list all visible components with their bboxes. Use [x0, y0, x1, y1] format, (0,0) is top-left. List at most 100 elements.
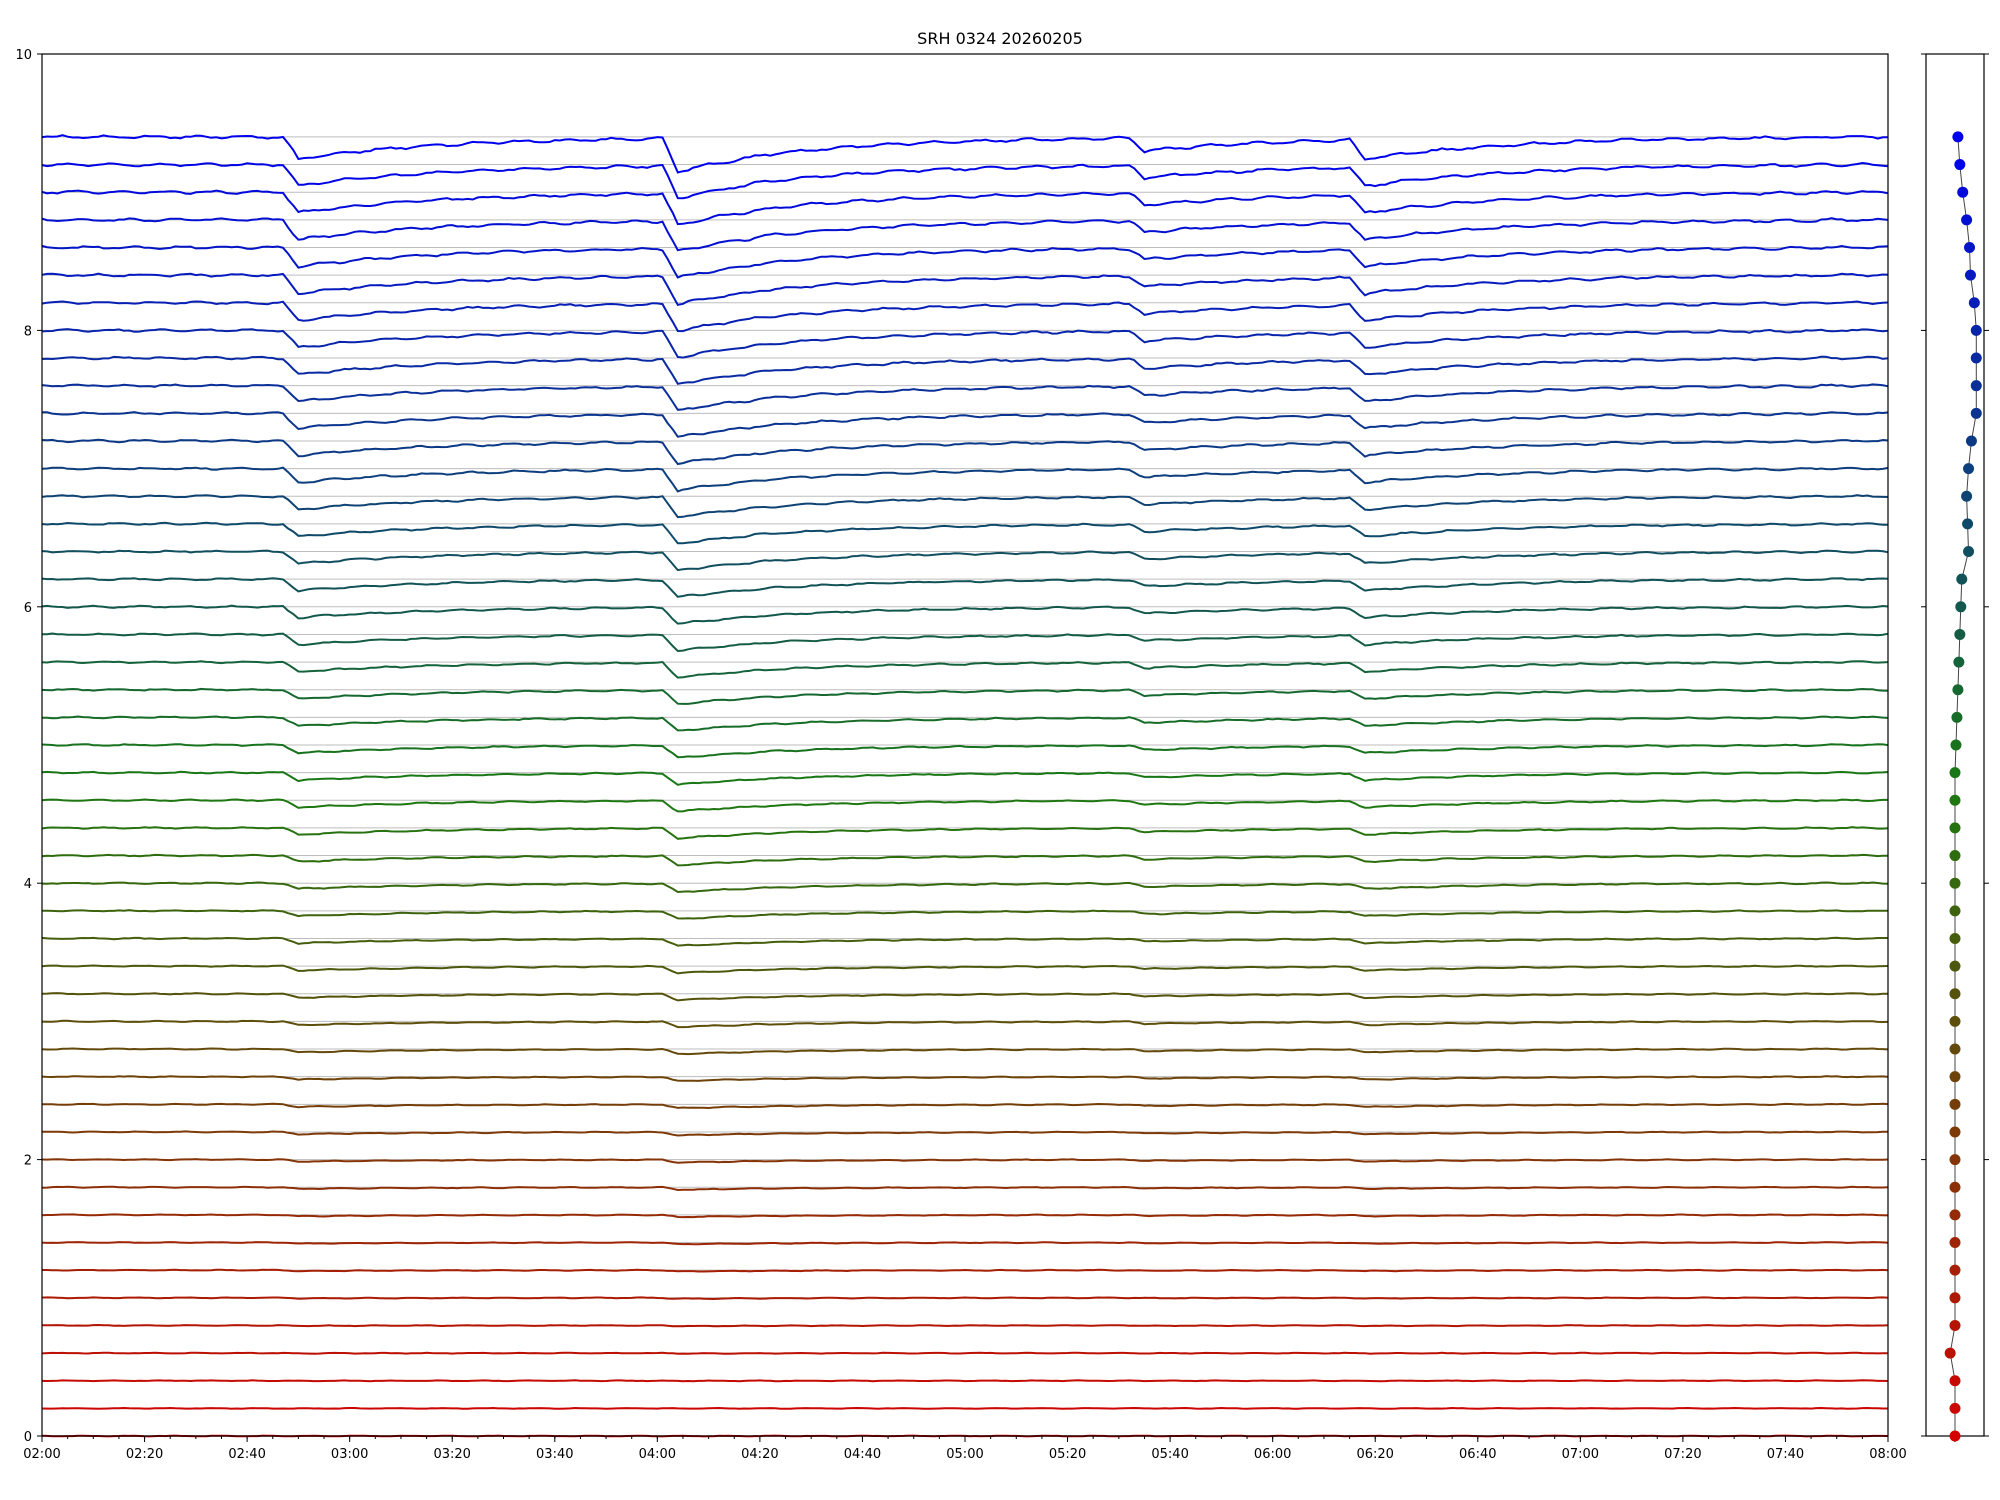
side-point	[1950, 739, 1962, 751]
series-line	[41, 300, 1889, 333]
main-plot-area: 02:00 02:20 02:40 03:00 03:20 03:40 04:00 04:20…	[15, 48, 1906, 1462]
series-line	[41, 1075, 1889, 1082]
x-tick-label: 03:40	[536, 1447, 573, 1462]
series-line	[42, 1130, 1888, 1137]
side-point	[1949, 1126, 1961, 1138]
series-line	[41, 411, 1889, 438]
series-line	[41, 853, 1888, 867]
series-line	[42, 1268, 1889, 1273]
side-point	[1964, 269, 1976, 281]
side-point	[1949, 877, 1961, 889]
y-tick-label: 6	[24, 601, 32, 616]
series-line	[41, 134, 1889, 174]
side-point	[1949, 1292, 1961, 1304]
series-line	[41, 826, 1889, 840]
x-tick-label: 02:00	[23, 1447, 60, 1462]
series-line	[41, 355, 1889, 385]
side-point	[1964, 241, 1975, 253]
series-line	[41, 577, 1889, 598]
side-point	[1970, 324, 1982, 336]
x-tick-label: 06:00	[1254, 1447, 1291, 1462]
side-point	[1949, 1375, 1961, 1387]
series-line	[41, 466, 1889, 493]
side-point	[1961, 214, 1973, 226]
series-line	[41, 383, 1889, 411]
side-point	[1968, 297, 1980, 309]
series-line	[41, 1406, 1888, 1410]
x-tick-label: 05:20	[1049, 1447, 1086, 1462]
y-tick-label: 8	[24, 324, 32, 339]
series-line	[42, 1323, 1889, 1328]
x-tick-label: 08:00	[1869, 1447, 1906, 1462]
series-line	[41, 992, 1889, 1002]
series-line	[41, 1241, 1889, 1246]
x-tick-label: 05:40	[1151, 1447, 1188, 1462]
series-line	[42, 632, 1889, 653]
series-line	[41, 743, 1889, 759]
side-point	[1954, 159, 1966, 171]
side-point	[1957, 186, 1969, 198]
x-tick-label: 06:20	[1356, 1447, 1393, 1462]
side-point	[1965, 435, 1977, 447]
side-point	[1954, 628, 1966, 640]
series-line	[41, 549, 1889, 572]
series-line	[41, 660, 1889, 679]
chart-title: SRH 0324 20260205	[917, 29, 1083, 48]
series-line	[41, 1185, 1889, 1192]
side-point	[1949, 1015, 1961, 1027]
side-point	[1949, 1402, 1961, 1414]
side-point	[1956, 573, 1968, 585]
series-line	[41, 272, 1889, 307]
series-line	[41, 909, 1888, 920]
series-line	[41, 1102, 1889, 1110]
side-points	[1944, 131, 1982, 1442]
series-line	[41, 1019, 1889, 1029]
side-point	[1952, 684, 1964, 696]
side-point	[1970, 352, 1982, 364]
side-point	[1949, 767, 1961, 779]
series-line	[41, 217, 1889, 252]
side-point	[1949, 1430, 1961, 1442]
x-tick-label: 03:20	[433, 1447, 470, 1462]
series-line	[41, 328, 1889, 359]
x-tick-label: 04:00	[639, 1447, 676, 1462]
series-line	[41, 1296, 1889, 1301]
side-point	[1951, 711, 1963, 723]
side-point	[1949, 1043, 1961, 1055]
x-tick-label: 05:00	[946, 1447, 983, 1462]
side-point	[1961, 490, 1973, 502]
side-point	[1953, 656, 1965, 668]
side-point	[1955, 601, 1967, 613]
side-point	[1963, 546, 1975, 558]
x-tick-label: 02:40	[228, 1447, 265, 1462]
series-line	[41, 964, 1889, 975]
side-point	[1949, 960, 1961, 972]
side-point	[1949, 1319, 1961, 1331]
x-tick-label: 04:20	[741, 1447, 778, 1462]
y-tick-label: 0	[24, 1430, 32, 1445]
side-point	[1949, 1264, 1961, 1276]
series-line	[41, 770, 1889, 786]
series-line	[41, 189, 1889, 226]
series-line	[42, 715, 1889, 732]
series-line	[41, 881, 1889, 894]
side-axis-ticks	[1921, 53, 1989, 1442]
series-line	[41, 936, 1888, 947]
side-point	[1949, 822, 1961, 834]
side-point	[1949, 988, 1961, 1000]
side-point	[1949, 932, 1961, 944]
side-point	[1970, 407, 1982, 419]
y-tick-label: 2	[24, 1154, 32, 1169]
side-point	[1970, 380, 1982, 392]
series-line	[41, 1158, 1889, 1164]
side-plot-area	[1921, 53, 1989, 1442]
side-point	[1962, 518, 1974, 530]
side-point	[1949, 1237, 1961, 1249]
x-tick-label: 07:40	[1767, 1447, 1804, 1462]
side-point	[1952, 131, 1964, 143]
series-line	[41, 521, 1889, 545]
x-tick-label: 06:40	[1459, 1447, 1496, 1462]
x-tick-label: 03:00	[331, 1447, 368, 1462]
side-point	[1963, 463, 1975, 475]
